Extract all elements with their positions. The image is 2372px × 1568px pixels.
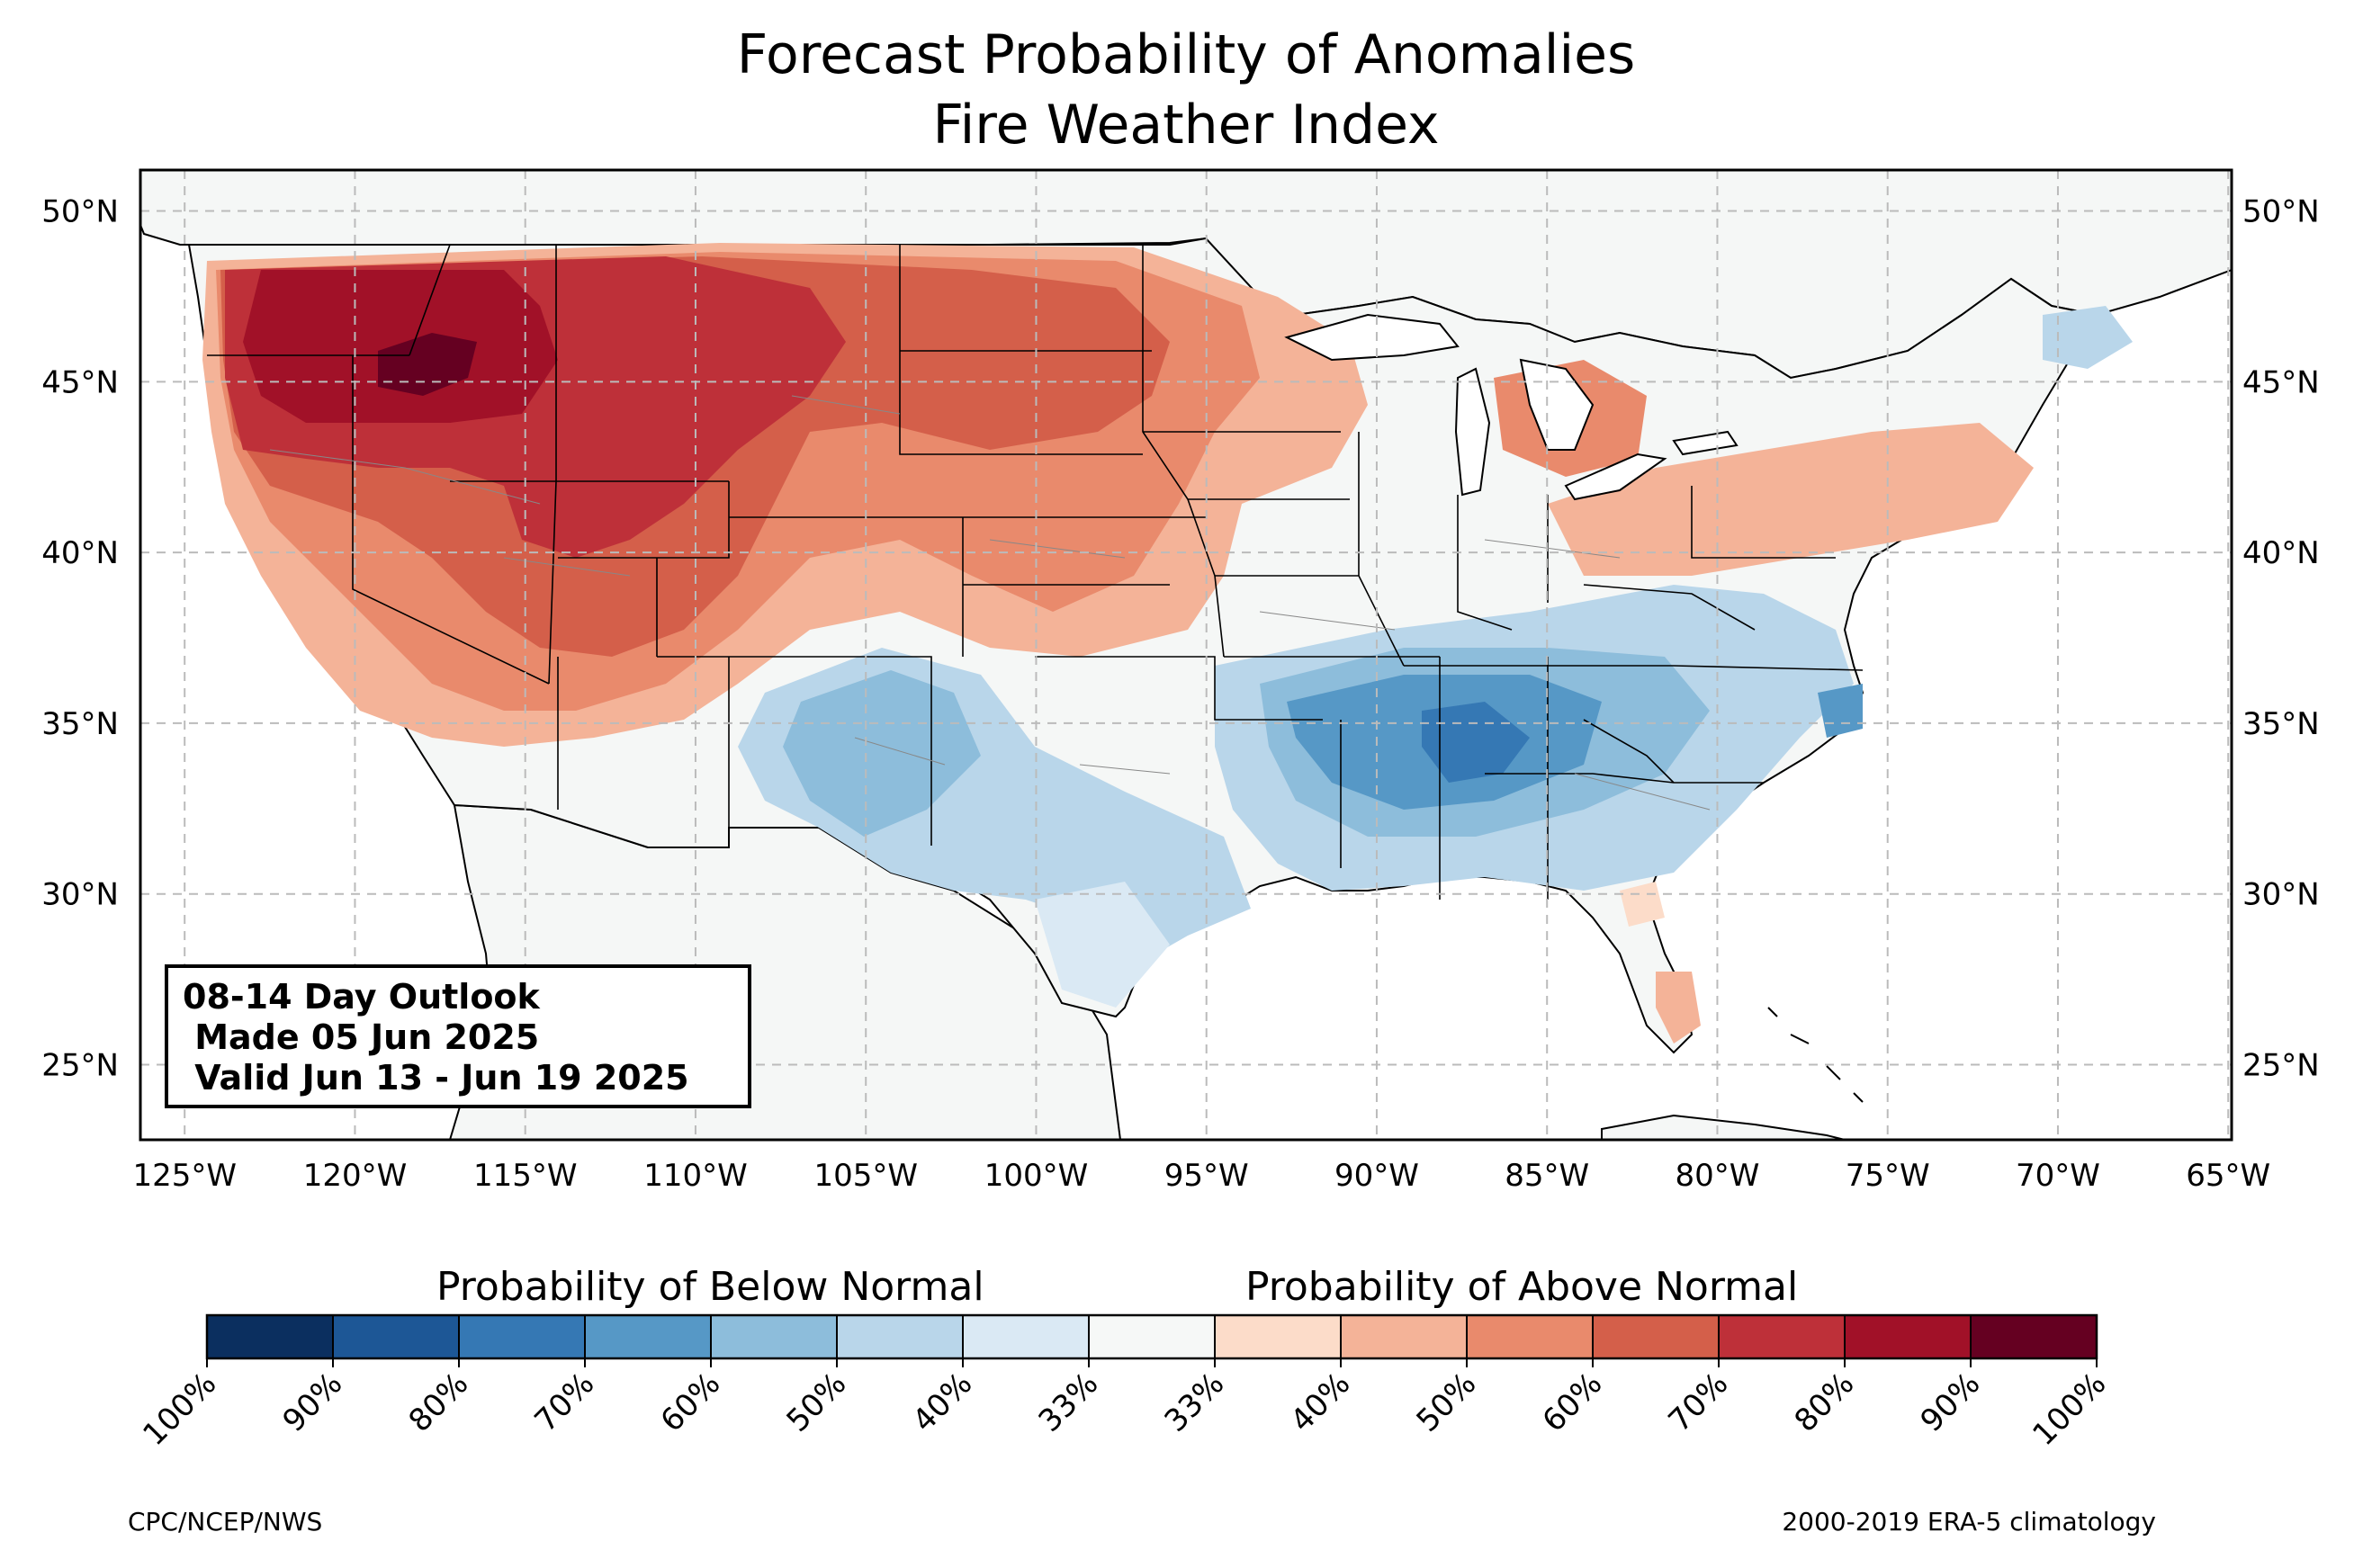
lat-tick-label: 35°N <box>41 706 119 742</box>
lon-tick-label: 70°W <box>2016 1158 2100 1194</box>
cuba-land <box>1601 1114 1846 1140</box>
blue-carolina-coast <box>1818 684 1863 738</box>
colorbar-tick-labels: 100% 90% 80% 70% 60% 50% 40% 33% 33% 40% 50% 60% 70%… <box>136 1366 2113 1453</box>
map-subtitle: Fire Weather Index <box>932 94 1440 157</box>
lake-michigan <box>1454 367 1491 497</box>
outlook-made-date: Made 05 Jun 2025 <box>183 1017 540 1057</box>
lat-tick-label: 40°N <box>41 535 119 571</box>
lon-tick-label: 65°W <box>2186 1158 2270 1194</box>
colorbar-outline <box>205 1313 2098 1360</box>
colorbar-tick-label: 100% <box>136 1366 223 1453</box>
colorbar-tick-label: 70% <box>528 1366 602 1439</box>
blue-new-england <box>2043 306 2133 369</box>
colorbar-tick-label: 100% <box>2026 1366 2113 1453</box>
above-normal-areas <box>202 243 2034 1044</box>
lat-tick-label: 25°N <box>2242 1047 2320 1083</box>
colorbar-swatch <box>837 1315 964 1358</box>
lat-tick-label: 45°N <box>41 364 119 400</box>
lat-tick-label: 40°N <box>2242 535 2320 571</box>
colorbar-tick-label: 50% <box>1410 1366 1484 1439</box>
colorbar-tick-label: 80% <box>1788 1366 1862 1439</box>
outlook-valid-range: Valid Jun 13 - Jun 19 2025 <box>183 1058 689 1098</box>
lon-tick-label: 110°W <box>643 1158 748 1194</box>
colorbar-tick-label: 80% <box>402 1366 476 1439</box>
credit-text: CPC/NCEP/NWS <box>128 1507 323 1537</box>
colorbar-tick-label: 60% <box>1536 1366 1610 1439</box>
lat-tick-label: 25°N <box>41 1047 119 1083</box>
colorbar-swatch <box>1971 1315 2098 1358</box>
county-lines <box>269 395 1711 811</box>
lon-tick-label: 120°W <box>303 1158 408 1194</box>
colorbar-tick-label: 33% <box>1158 1366 1232 1439</box>
colorbar-swatch <box>585 1315 712 1358</box>
colorbar-swatch <box>333 1315 460 1358</box>
colorbar-swatch <box>1341 1315 1468 1358</box>
lake-superior <box>1284 313 1460 362</box>
colorbar-swatch <box>711 1315 838 1358</box>
colorbar <box>205 1313 2098 1367</box>
longitude-labels: 125°W 120°W 115°W 110°W 105°W 100°W 95°W 90°W 85… <box>132 1158 2270 1194</box>
latitude-labels-left: 50°N 45°N 40°N 35°N 30°N 25°N <box>41 194 119 1084</box>
lat-tick-label: 50°N <box>2242 194 2320 230</box>
blue-texas-coast <box>1035 882 1170 1008</box>
colorbar-swatch <box>1719 1315 1846 1358</box>
great-lakes <box>1284 313 1739 501</box>
colorbar-swatch <box>1215 1315 1342 1358</box>
colorbar-swatch <box>459 1315 586 1358</box>
lat-tick-label: 45°N <box>2242 364 2320 400</box>
bahamas-land <box>1767 1007 1864 1103</box>
outlook-period: 08-14 Day Outlook <box>183 977 540 1017</box>
lat-tick-label: 30°N <box>2242 877 2320 913</box>
red-florida-north <box>1620 882 1665 927</box>
lat-tick-label: 35°N <box>2242 706 2320 742</box>
lon-tick-label: 115°W <box>473 1158 578 1194</box>
colorbar-tick-label: 90% <box>1914 1366 1988 1439</box>
lake-ontario <box>1672 430 1739 456</box>
map-title: Forecast Probability of Anomalies <box>736 23 1636 86</box>
colorbar-tick-label: 60% <box>654 1366 728 1439</box>
colorbar-swatch <box>207 1315 334 1358</box>
colorbar-tick-label: 40% <box>906 1366 980 1439</box>
outlook-info-box: 08-14 Day Outlook Made 05 Jun 2025 Valid… <box>165 964 751 1108</box>
colorbar-tick-label: 33% <box>1032 1366 1106 1439</box>
colorbar-above-label: Probability of Above Normal <box>1245 1264 1799 1310</box>
lon-tick-label: 75°W <box>1846 1158 1930 1194</box>
colorbar-tick-label: 50% <box>780 1366 854 1439</box>
map-frame <box>139 168 2233 1142</box>
lon-tick-label: 95°W <box>1164 1158 1249 1194</box>
red-florida <box>1656 972 1701 1044</box>
colorbar-swatch <box>1845 1315 1972 1358</box>
lon-tick-label: 125°W <box>132 1158 237 1194</box>
colorbar-below-label: Probability of Below Normal <box>436 1264 984 1310</box>
lake-erie <box>1564 452 1667 501</box>
lon-tick-label: 105°W <box>813 1158 918 1194</box>
lat-tick-label: 30°N <box>41 877 119 913</box>
lon-tick-label: 80°W <box>1676 1158 1760 1194</box>
colorbar-tick-label: 40% <box>1284 1366 1358 1439</box>
colorbar-swatch <box>963 1315 1090 1358</box>
lon-tick-label: 85°W <box>1505 1158 1589 1194</box>
lat-tick-label: 50°N <box>41 194 119 230</box>
climatology-text: 2000-2019 ERA-5 climatology <box>1782 1507 2156 1537</box>
colorbar-swatch <box>1593 1315 1720 1358</box>
red-northwest-core <box>378 333 477 396</box>
colorbar-swatch <box>1467 1315 1594 1358</box>
lon-tick-label: 90°W <box>1334 1158 1419 1194</box>
red-northeast <box>1548 423 2034 576</box>
colorbar-tick-label: 70% <box>1662 1366 1736 1439</box>
latitude-labels-right: 50°N 45°N 40°N 35°N 30°N 25°N <box>2242 194 2320 1084</box>
colorbar-swatch <box>1089 1315 1216 1358</box>
lon-tick-label: 100°W <box>984 1158 1089 1194</box>
colorbar-tick-label: 90% <box>276 1366 350 1439</box>
blue-southeast-core <box>1422 702 1530 783</box>
